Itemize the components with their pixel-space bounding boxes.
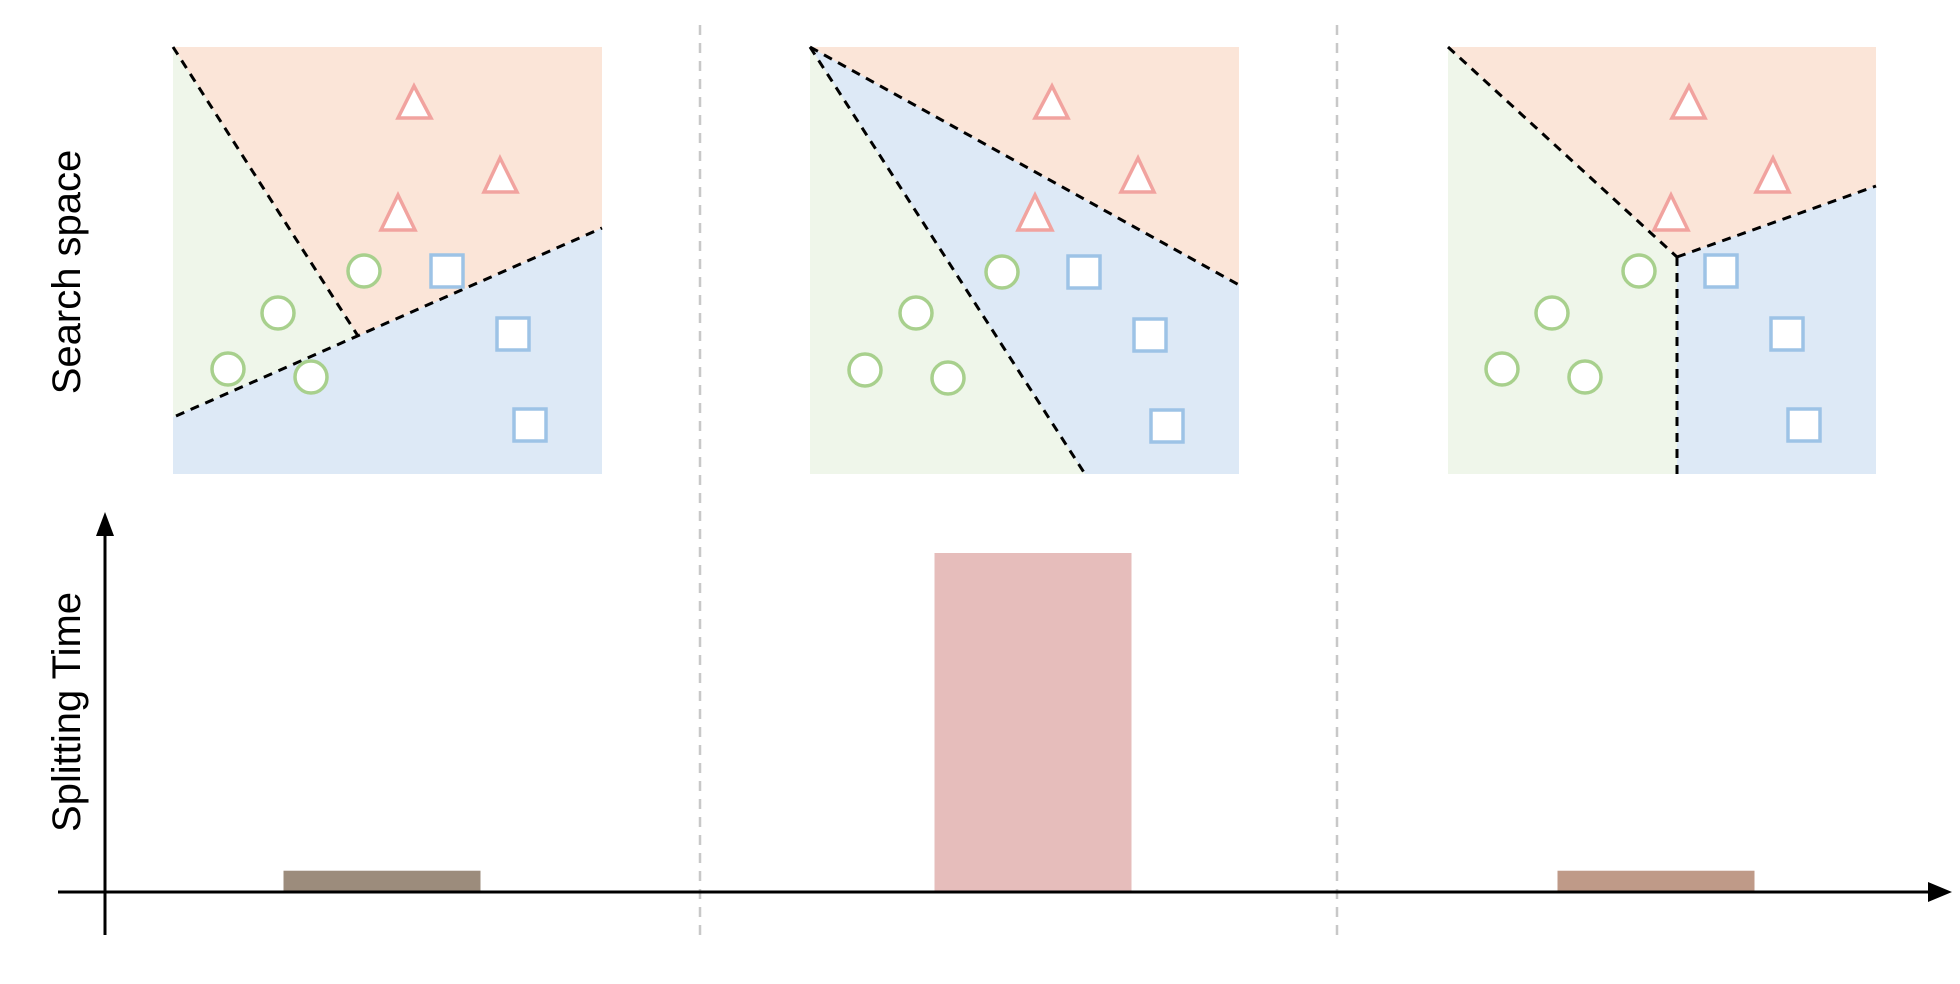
red-region (1448, 47, 1876, 257)
blue-region (173, 228, 602, 474)
y-axis-arrow-icon (96, 512, 114, 536)
green-region (173, 47, 358, 417)
decision-boundary (175, 226, 603, 418)
triangle-marker (395, 82, 434, 120)
circle-marker (346, 253, 382, 289)
square-marker (1066, 254, 1102, 290)
triangle-marker (378, 190, 418, 232)
square-marker (1149, 408, 1185, 444)
decision-boundary (1676, 184, 1877, 259)
circle-marker (1534, 295, 1570, 331)
triangle-marker (481, 153, 520, 194)
square-marker (495, 316, 531, 352)
square-marker (1769, 316, 1805, 352)
splitting-time-bar-3 (1557, 870, 1755, 891)
splitting-time-label: Splitting Time (45, 592, 89, 832)
circle-marker (210, 351, 246, 387)
decision-boundary (809, 45, 1240, 287)
circle-marker (260, 295, 296, 331)
x-axis-arrow-icon (1928, 882, 1952, 902)
circle-marker (898, 295, 934, 331)
circle-marker (1484, 351, 1520, 387)
circle-marker (847, 352, 883, 388)
triangle-marker (1651, 190, 1691, 232)
triangle-marker (1032, 82, 1071, 120)
square-marker (1786, 407, 1822, 443)
triangle-marker (1015, 190, 1055, 232)
triangle-marker (1118, 153, 1157, 194)
search-space-panel-1 (171, 46, 603, 474)
square-marker (429, 253, 465, 289)
red-region (173, 47, 602, 336)
circle-marker (293, 359, 329, 395)
splitting-time-bars (283, 553, 1755, 891)
circle-marker (930, 360, 966, 396)
search-space-panel-3 (1446, 45, 1877, 474)
decision-boundary (808, 46, 1087, 475)
decision-boundary (1446, 45, 1679, 259)
triangle-marker (1669, 82, 1708, 120)
square-marker (1703, 253, 1739, 289)
circle-marker (1621, 253, 1657, 289)
splitting-time-bar-1 (283, 870, 481, 891)
search-space-panel-2 (808, 45, 1240, 475)
square-marker (1132, 317, 1168, 353)
triangle-marker (1753, 153, 1792, 194)
blue-region (810, 47, 1239, 474)
splitting-time-bar-2 (934, 553, 1132, 891)
circle-marker (984, 254, 1020, 290)
search-space-label: Search space (45, 150, 89, 395)
circle-marker (1567, 359, 1603, 395)
square-marker (512, 407, 548, 443)
